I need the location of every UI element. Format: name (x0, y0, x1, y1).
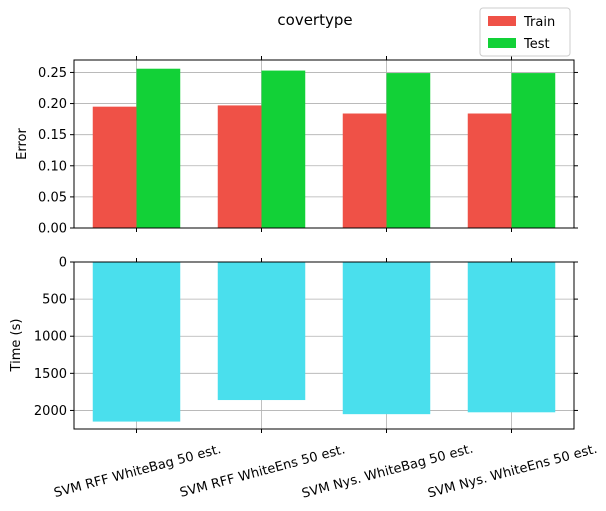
error-y-tick-label: 0.10 (38, 159, 67, 174)
error-panel: 0.00 0.05 0.10 0.15 0.20 0.25 Error (15, 56, 578, 237)
legend-swatch-test (488, 38, 516, 48)
error-x-ticks (136, 56, 512, 232)
legend-label-test: Test (523, 37, 550, 52)
legend-swatch-train (488, 16, 516, 26)
error-bar-train-1 (92, 106, 137, 228)
error-y-tick-label: 0.05 (38, 190, 67, 205)
figure-title: covertype (277, 11, 352, 29)
time-bar-4 (467, 262, 556, 413)
error-y-tick-label: 0.00 (38, 222, 67, 237)
error-y-tick-label: 0.25 (38, 66, 67, 81)
legend-label-train: Train (523, 15, 555, 30)
time-y-tick-label: 0 (59, 256, 67, 271)
time-y-axis-label: Time (s) (9, 319, 24, 373)
error-axes-frame (73, 59, 575, 229)
error-y-tick-label: 0.20 (38, 97, 67, 112)
time-bar-3 (342, 262, 431, 415)
time-y-ticks: 0 500 1000 1500 2000 (34, 256, 578, 419)
time-y-tick-label: 500 (42, 293, 67, 308)
error-y-tick-label: 0.15 (38, 128, 67, 143)
error-y-axis-label: Error (15, 128, 30, 160)
error-bar-test-3 (386, 73, 431, 228)
error-bar-train-2 (217, 105, 262, 228)
error-bar-test-4 (511, 73, 556, 228)
legend: Train Test (479, 7, 571, 57)
time-bar-1 (92, 262, 181, 422)
error-bars (92, 68, 556, 228)
time-bar-2 (217, 262, 306, 401)
time-axes-frame (73, 261, 575, 430)
time-y-tick-label: 1000 (34, 330, 67, 345)
error-bar-test-1 (136, 68, 181, 228)
error-bar-train-4 (467, 113, 512, 228)
error-y-ticks: 0.00 0.05 0.10 0.15 0.20 0.25 (38, 66, 578, 237)
error-bar-train-3 (342, 113, 387, 228)
time-bars (92, 262, 556, 422)
time-y-tick-label: 1500 (34, 367, 67, 382)
time-y-tick-label: 2000 (34, 404, 67, 419)
error-bar-test-2 (261, 70, 306, 228)
